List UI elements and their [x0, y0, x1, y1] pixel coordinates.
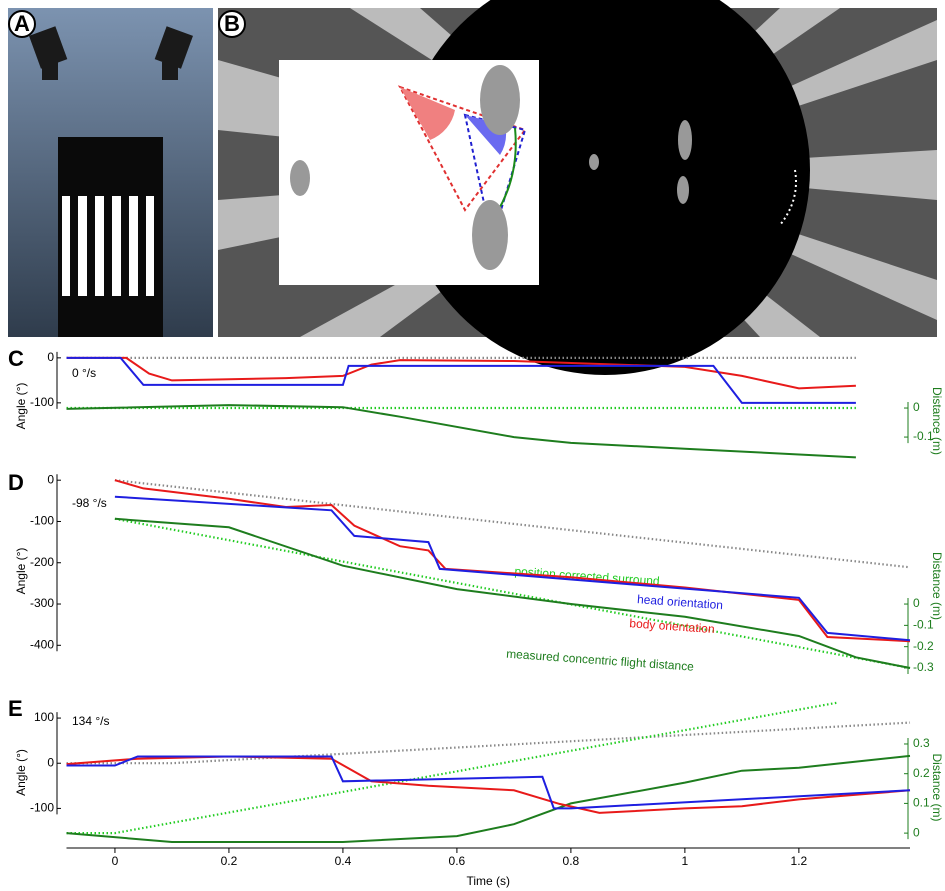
- panel-label: C: [8, 346, 24, 371]
- rate-annotation: 134 °/s: [72, 714, 110, 728]
- rate-annotation: -98 °/s: [72, 496, 107, 510]
- panel-label: E: [8, 696, 23, 721]
- y2-tick-label: 0: [913, 400, 920, 414]
- panel-label-badge: [8, 10, 36, 38]
- y-axis-label: Angle (°): [14, 749, 28, 796]
- series-line: [66, 754, 911, 843]
- y-tick-label: 100: [34, 710, 54, 724]
- series-line: [66, 721, 911, 765]
- y-tick-label: 0: [47, 755, 54, 769]
- rate-annotation: 0 °/s: [72, 366, 96, 380]
- series-line: [114, 479, 911, 569]
- y-tick-label: -100: [30, 801, 54, 815]
- y2-axis-label: Distance (m): [930, 753, 944, 821]
- y-tick-label: -100: [30, 395, 54, 409]
- y2-axis-label: Distance (m): [930, 552, 944, 620]
- y2-tick-label: 0: [913, 596, 920, 610]
- x-tick-label: 1.2: [791, 854, 808, 868]
- y-tick-label: -400: [30, 637, 54, 651]
- panel-b-image: [218, 0, 937, 375]
- panel-label-badge: [218, 10, 246, 38]
- y2-tick-label: -0.1: [913, 618, 934, 632]
- y-tick-label: 0: [47, 472, 54, 486]
- y-tick-label: -200: [30, 555, 54, 569]
- x-tick-label: 0.8: [563, 854, 580, 868]
- x-axis-label: Time (s): [466, 874, 510, 888]
- y2-tick-label: 0.1: [913, 796, 930, 810]
- series-label: head orientation: [637, 592, 724, 612]
- y2-tick-label: 0: [913, 825, 920, 839]
- series-line: [66, 755, 911, 810]
- panel-label: B: [224, 11, 240, 36]
- y2-tick-label: 0.3: [913, 736, 930, 750]
- y2-tick-label: -0.3: [913, 660, 934, 674]
- series-line: [66, 404, 856, 459]
- y-axis-label: Angle (°): [14, 383, 28, 430]
- series-line: [114, 517, 911, 669]
- series-line: [114, 517, 911, 670]
- y2-tick-label: 0.2: [913, 766, 930, 780]
- panel-label: D: [8, 470, 24, 495]
- x-tick-label: 0.6: [449, 854, 466, 868]
- x-tick-label: 0: [112, 854, 119, 868]
- y2-axis-label: Distance (m): [930, 387, 944, 455]
- series-line: [114, 495, 911, 642]
- series-line: [114, 479, 911, 643]
- series-line: [66, 356, 856, 390]
- series-label: measured concentric flight distance: [506, 647, 695, 674]
- y-tick-label: -300: [30, 596, 54, 610]
- y2-tick-label: -0.2: [913, 639, 934, 653]
- y-axis-label: Angle (°): [14, 548, 28, 595]
- panel-a-image: [8, 8, 213, 337]
- y-tick-label: -100: [30, 514, 54, 528]
- series-label: body orientation: [629, 616, 715, 636]
- y2-tick-label: -0.1: [913, 429, 934, 443]
- x-tick-label: 0.4: [335, 854, 352, 868]
- y-tick-label: 0: [47, 350, 54, 364]
- series-line: [66, 755, 911, 814]
- x-tick-label: 1: [682, 854, 689, 868]
- panel-label: A: [14, 11, 30, 36]
- series-line: [66, 701, 839, 835]
- series-line: [66, 356, 856, 404]
- x-tick-label: 0.2: [221, 854, 238, 868]
